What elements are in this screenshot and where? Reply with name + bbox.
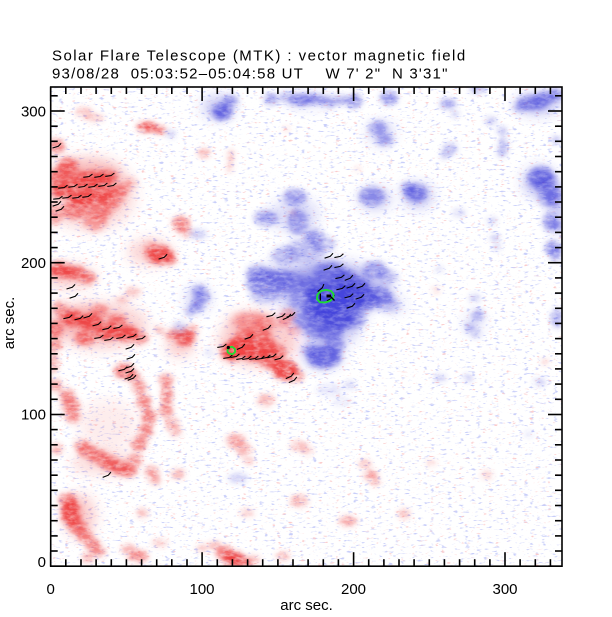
svg-text:0: 0 — [38, 554, 46, 571]
svg-text:arc sec.: arc sec. — [1, 297, 18, 350]
svg-text:0: 0 — [47, 581, 55, 598]
svg-text:300: 300 — [21, 103, 46, 120]
svg-text:100: 100 — [21, 407, 46, 424]
svg-text:Solar Flare Telescope (MTK) :: Solar Flare Telescope (MTK) : vector mag… — [52, 48, 467, 65]
svg-text:200: 200 — [341, 581, 366, 598]
svg-text:300: 300 — [492, 581, 517, 598]
svg-text:200: 200 — [21, 255, 46, 272]
svg-text:arc sec.: arc sec. — [280, 597, 333, 614]
svg-text:93/08/28 05:03:52–05:04:58 UT: 93/08/28 05:03:52–05:04:58 UT W 7' 2" N … — [52, 66, 449, 83]
svg-text:100: 100 — [189, 581, 214, 598]
